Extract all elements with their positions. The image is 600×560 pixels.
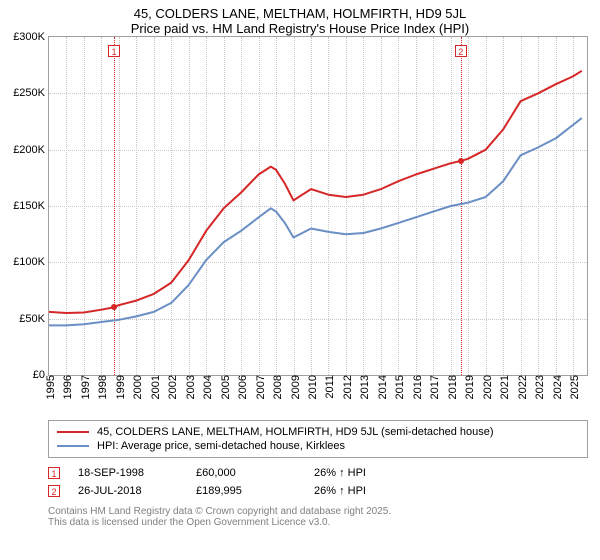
- footer-line-1: Contains HM Land Registry data © Crown c…: [48, 506, 588, 517]
- footer-attribution: Contains HM Land Registry data © Crown c…: [48, 506, 588, 528]
- x-axis-label: 2019: [460, 375, 476, 399]
- chart-title: 45, COLDERS LANE, MELTHAM, HOLMFIRTH, HD…: [0, 6, 600, 21]
- sale-row: 2 26-JUL-2018 £189,995 26% ↑ HPI: [48, 482, 588, 500]
- x-axis-label: 1997: [76, 375, 92, 399]
- y-axis-label: £250K: [13, 87, 49, 99]
- x-axis-label: 2017: [425, 375, 441, 399]
- x-axis-label: 2003: [181, 375, 197, 399]
- x-axis-label: 2018: [443, 375, 459, 399]
- x-axis-label: 2021: [495, 375, 511, 399]
- x-axis-label: 2006: [233, 375, 249, 399]
- legend-label: HPI: Average price, semi-detached house,…: [97, 440, 345, 452]
- y-axis-label: £50K: [19, 313, 49, 325]
- x-axis-label: 2005: [216, 375, 232, 399]
- x-axis-label: 2024: [548, 375, 564, 399]
- legend-item: 45, COLDERS LANE, MELTHAM, HOLMFIRTH, HD…: [57, 425, 579, 439]
- legend-swatch: [57, 431, 89, 433]
- sale-row-price: £189,995: [196, 485, 296, 497]
- sale-row-delta: 26% ↑ HPI: [314, 485, 366, 497]
- legend-label: 45, COLDERS LANE, MELTHAM, HOLMFIRTH, HD…: [97, 426, 494, 438]
- footer-line-2: This data is licensed under the Open Gov…: [48, 517, 588, 528]
- y-axis-label: £100K: [13, 256, 49, 268]
- x-axis-label: 2023: [530, 375, 546, 399]
- sale-row-date: 18-SEP-1998: [78, 467, 178, 479]
- x-axis-label: 2020: [478, 375, 494, 399]
- x-axis-label: 2012: [338, 375, 354, 399]
- x-axis-label: 2009: [286, 375, 302, 399]
- x-axis-label: 2013: [355, 375, 371, 399]
- sale-row-date: 26-JUL-2018: [78, 485, 178, 497]
- x-axis-label: 2014: [373, 375, 389, 399]
- x-axis-label: 2001: [146, 375, 162, 399]
- x-axis-label: 1998: [93, 375, 109, 399]
- x-axis-label: 2015: [390, 375, 406, 399]
- legend: 45, COLDERS LANE, MELTHAM, HOLMFIRTH, HD…: [48, 420, 588, 458]
- y-axis-label: £150K: [13, 200, 49, 212]
- x-axis-label: 2010: [303, 375, 319, 399]
- sale-row-marker: 2: [48, 485, 60, 497]
- chart-plot-area: £0£50K£100K£150K£200K£250K£300K199519961…: [48, 36, 588, 376]
- x-axis-label: 2011: [320, 375, 336, 399]
- x-axis-label: 2022: [513, 375, 529, 399]
- x-axis-label: 1999: [111, 375, 127, 399]
- x-axis-label: 2025: [565, 375, 581, 399]
- sale-row: 1 18-SEP-1998 £60,000 26% ↑ HPI: [48, 464, 588, 482]
- sale-annotations: 1 18-SEP-1998 £60,000 26% ↑ HPI 2 26-JUL-2018…: [48, 464, 588, 500]
- x-axis-label: 2008: [268, 375, 284, 399]
- y-axis-label: £300K: [13, 31, 49, 43]
- chart-lines: [49, 37, 587, 375]
- x-axis-label: 2000: [128, 375, 144, 399]
- x-axis-label: 1996: [58, 375, 74, 399]
- sale-row-marker: 1: [48, 467, 60, 479]
- sale-row-delta: 26% ↑ HPI: [314, 467, 366, 479]
- legend-item: HPI: Average price, semi-detached house,…: [57, 439, 579, 453]
- legend-swatch: [57, 445, 89, 447]
- x-axis-label: 2002: [163, 375, 179, 399]
- x-axis-label: 2004: [198, 375, 214, 399]
- x-axis-label: 1995: [41, 375, 57, 399]
- x-axis-label: 2007: [251, 375, 267, 399]
- chart-subtitle: Price paid vs. HM Land Registry's House …: [0, 21, 600, 36]
- series-line-hpi: [49, 118, 582, 325]
- series-line-price_paid: [49, 71, 582, 313]
- x-axis-label: 2016: [408, 375, 424, 399]
- y-axis-label: £200K: [13, 144, 49, 156]
- sale-row-price: £60,000: [196, 467, 296, 479]
